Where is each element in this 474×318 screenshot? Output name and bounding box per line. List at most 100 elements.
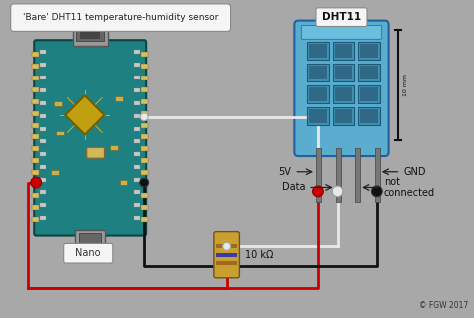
Bar (134, 178, 140, 182)
Bar (54, 101, 62, 106)
FancyBboxPatch shape (301, 25, 382, 39)
Bar (141, 158, 148, 163)
Bar (40, 152, 46, 156)
Bar (358, 64, 380, 81)
Bar (134, 152, 140, 156)
Bar (333, 107, 354, 125)
FancyBboxPatch shape (87, 147, 104, 158)
Bar (56, 130, 64, 135)
Bar (40, 139, 46, 143)
Bar (32, 182, 39, 186)
Bar (309, 109, 327, 123)
Text: GND: GND (403, 167, 426, 177)
Bar (40, 127, 46, 130)
Bar (335, 109, 352, 123)
Bar (134, 101, 140, 105)
Bar (216, 252, 237, 257)
Bar (141, 123, 148, 128)
Bar (32, 52, 39, 57)
FancyBboxPatch shape (11, 4, 230, 31)
Bar (141, 87, 148, 92)
Text: not
connected: not connected (383, 177, 435, 198)
Bar (81, 31, 100, 39)
FancyBboxPatch shape (294, 21, 389, 156)
Bar (360, 66, 378, 80)
Text: © FGW 2017: © FGW 2017 (419, 301, 468, 310)
Bar (358, 107, 380, 125)
Bar (309, 44, 327, 58)
Bar (32, 123, 39, 128)
Bar (76, 30, 104, 41)
Bar (358, 85, 380, 103)
Bar (333, 85, 354, 103)
Bar (336, 148, 340, 202)
Bar (40, 76, 46, 80)
FancyBboxPatch shape (64, 243, 113, 263)
Bar (134, 139, 140, 143)
Bar (335, 44, 352, 58)
Bar (358, 42, 380, 60)
Bar (375, 148, 380, 202)
Bar (360, 109, 378, 123)
Bar (141, 193, 148, 198)
Bar (40, 203, 46, 207)
Bar (115, 96, 123, 101)
Bar (141, 64, 148, 69)
Bar (134, 190, 140, 194)
Bar (134, 165, 140, 169)
Bar (40, 178, 46, 182)
Bar (40, 101, 46, 105)
Bar (335, 87, 352, 101)
Bar (40, 63, 46, 67)
Text: 10 mm: 10 mm (403, 74, 408, 96)
FancyBboxPatch shape (316, 8, 367, 26)
Bar (134, 76, 140, 80)
Bar (32, 135, 39, 139)
Bar (141, 217, 148, 222)
Bar (307, 85, 329, 103)
Bar (32, 146, 39, 151)
Text: DHT11: DHT11 (322, 12, 361, 22)
Circle shape (312, 186, 323, 197)
Bar (141, 52, 148, 57)
Bar (32, 64, 39, 69)
Bar (333, 64, 354, 81)
Bar (335, 66, 352, 80)
Circle shape (140, 178, 149, 187)
Bar (119, 180, 128, 184)
Bar (134, 63, 140, 67)
Text: Nano: Nano (75, 248, 101, 258)
Bar (333, 42, 354, 60)
Bar (141, 111, 148, 116)
Bar (80, 233, 101, 245)
Bar (32, 76, 39, 80)
Circle shape (31, 177, 42, 188)
Bar (307, 64, 329, 81)
Bar (309, 66, 327, 80)
Bar (40, 88, 46, 92)
FancyBboxPatch shape (214, 232, 239, 278)
Bar (355, 148, 360, 202)
Bar (32, 205, 39, 210)
Bar (360, 87, 378, 101)
Bar (216, 261, 237, 265)
Bar (110, 145, 118, 150)
Bar (32, 87, 39, 92)
Bar (40, 50, 46, 54)
Bar (134, 50, 140, 54)
Text: 10 kΩ: 10 kΩ (245, 250, 273, 260)
Bar (309, 87, 327, 101)
Bar (40, 216, 46, 220)
Bar (40, 165, 46, 169)
Bar (40, 114, 46, 118)
Bar (73, 26, 108, 46)
Circle shape (332, 186, 343, 197)
Bar (141, 76, 148, 80)
Bar (134, 216, 140, 220)
Circle shape (140, 113, 148, 121)
Bar (32, 193, 39, 198)
Bar (141, 146, 148, 151)
Circle shape (372, 186, 382, 197)
Text: Data: Data (282, 183, 305, 192)
Bar (316, 148, 321, 202)
